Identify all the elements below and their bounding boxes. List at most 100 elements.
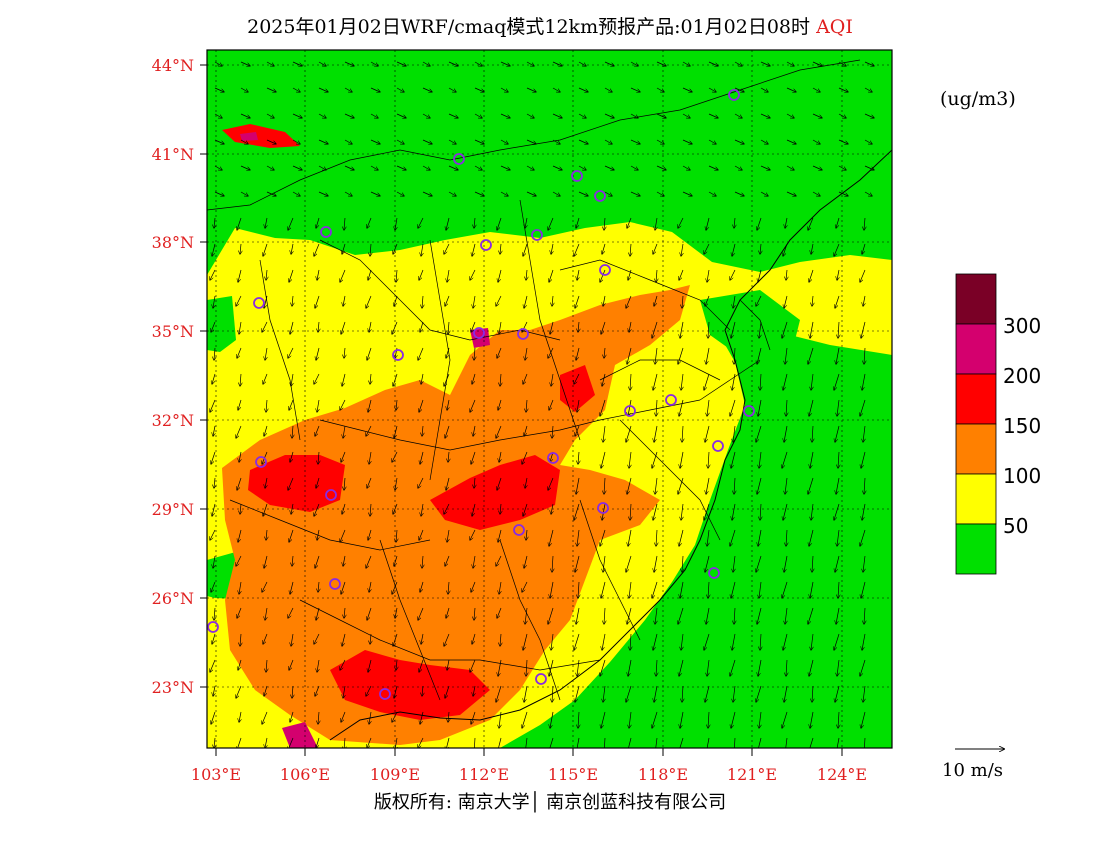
- wind-vector: [552, 87, 560, 92]
- wind-vector: [680, 581, 684, 598]
- wind-vector: [730, 269, 736, 280]
- wind-vector: [210, 659, 216, 672]
- aqi-region-unhealthy: [560, 365, 595, 412]
- wind-vector: [576, 607, 580, 624]
- wind-vector: [864, 347, 865, 364]
- wind-vector: [213, 295, 215, 308]
- wind-vector: [656, 113, 666, 118]
- wind-vector: [654, 555, 658, 572]
- wind-vector: [472, 503, 476, 516]
- wind-vector: [864, 477, 865, 494]
- wind-vector: [707, 659, 709, 676]
- wind-vector: [760, 191, 768, 196]
- wind-vector: [550, 321, 554, 334]
- wind-vector: [239, 321, 241, 334]
- wind-vector: [548, 217, 554, 230]
- wind-vector: [734, 113, 742, 118]
- wind-vector: [444, 373, 450, 386]
- wind-vector: [240, 61, 250, 66]
- wind-vector: [734, 607, 735, 624]
- wind-vector: [447, 269, 449, 282]
- wind-vector: [523, 633, 528, 650]
- wind-vector: [656, 139, 664, 144]
- station-marker: [743, 405, 755, 417]
- wind-vector: [240, 165, 250, 170]
- station-marker: [712, 440, 724, 452]
- wind-vector: [708, 113, 718, 118]
- wind-vector: [393, 503, 398, 514]
- station-marker: [379, 688, 391, 700]
- wind-vector: [525, 217, 527, 228]
- wind-vector: [422, 139, 432, 144]
- lat-label: 23°N: [151, 678, 194, 697]
- wind-vector: [474, 165, 482, 170]
- wind-vector: [784, 295, 788, 308]
- wind-vector: [291, 373, 293, 386]
- wind-vector: [418, 217, 424, 228]
- wind-vector: [630, 191, 640, 196]
- wind-vector: [630, 113, 638, 118]
- wind-vector: [576, 347, 580, 360]
- wind-vector: [759, 321, 761, 338]
- wind-vector: [550, 581, 554, 598]
- wind-vector: [342, 633, 346, 646]
- wind-vector: [834, 633, 840, 650]
- wind-vector: [318, 139, 328, 144]
- wind-vector: [757, 217, 762, 230]
- wind-vector: [262, 581, 268, 592]
- wind-vector: [629, 451, 631, 468]
- wind-vector: [604, 139, 612, 144]
- legend-label-200: 200: [1003, 364, 1042, 388]
- station-marker: [531, 229, 543, 241]
- wind-vector: [342, 373, 346, 386]
- wind-vector: [422, 555, 423, 568]
- wind-vector: [835, 295, 840, 308]
- wind-vector: [758, 399, 762, 416]
- wind-vector: [578, 321, 579, 332]
- lat-label: 35°N: [151, 322, 194, 341]
- wind-vector: [499, 321, 501, 334]
- wind-vector: [448, 113, 458, 118]
- wind-vector: [446, 347, 450, 358]
- wind-vector: [862, 243, 866, 254]
- wind-vector: [655, 347, 657, 364]
- wind-vector: [472, 373, 476, 384]
- wind-vector: [526, 529, 527, 540]
- wind-vector: [810, 451, 814, 468]
- wind-vector: [473, 295, 475, 308]
- wind-vector: [864, 87, 872, 92]
- wind-vector: [760, 633, 761, 650]
- wind-vector: [759, 451, 761, 468]
- wind-vector: [343, 425, 345, 438]
- wind-vector: [448, 711, 449, 722]
- wind-vector: [836, 477, 840, 494]
- wind-vector: [786, 191, 796, 196]
- aqi-region-very-unhealthy: [240, 132, 258, 141]
- wind-vector: [732, 373, 736, 390]
- wind-vector: [266, 165, 274, 170]
- wind-vector: [863, 685, 865, 702]
- wind-vector: [292, 61, 302, 66]
- wind-vector: [314, 373, 320, 384]
- station-marker: [255, 456, 267, 468]
- wind-vector: [575, 295, 580, 308]
- wind-vector: [474, 477, 475, 488]
- wind-vector: [213, 685, 215, 696]
- wind-vector: [318, 711, 319, 724]
- wind-vector: [682, 165, 690, 170]
- wind-vector: [396, 191, 404, 196]
- wind-vector: [343, 555, 345, 566]
- wind-vector: [653, 373, 658, 390]
- wind-vector: [446, 217, 450, 230]
- station-marker: [320, 226, 332, 238]
- wind-vector: [474, 737, 476, 748]
- aqi-region-good: [207, 296, 236, 352]
- wind-vector: [733, 295, 735, 308]
- wind-vector: [604, 217, 605, 230]
- wind-vector: [758, 737, 762, 748]
- wind-vector: [706, 217, 710, 230]
- wind-vector: [756, 425, 762, 442]
- wind-vector: [760, 165, 770, 170]
- wind-vector: [213, 555, 215, 568]
- wind-vector: [682, 425, 683, 442]
